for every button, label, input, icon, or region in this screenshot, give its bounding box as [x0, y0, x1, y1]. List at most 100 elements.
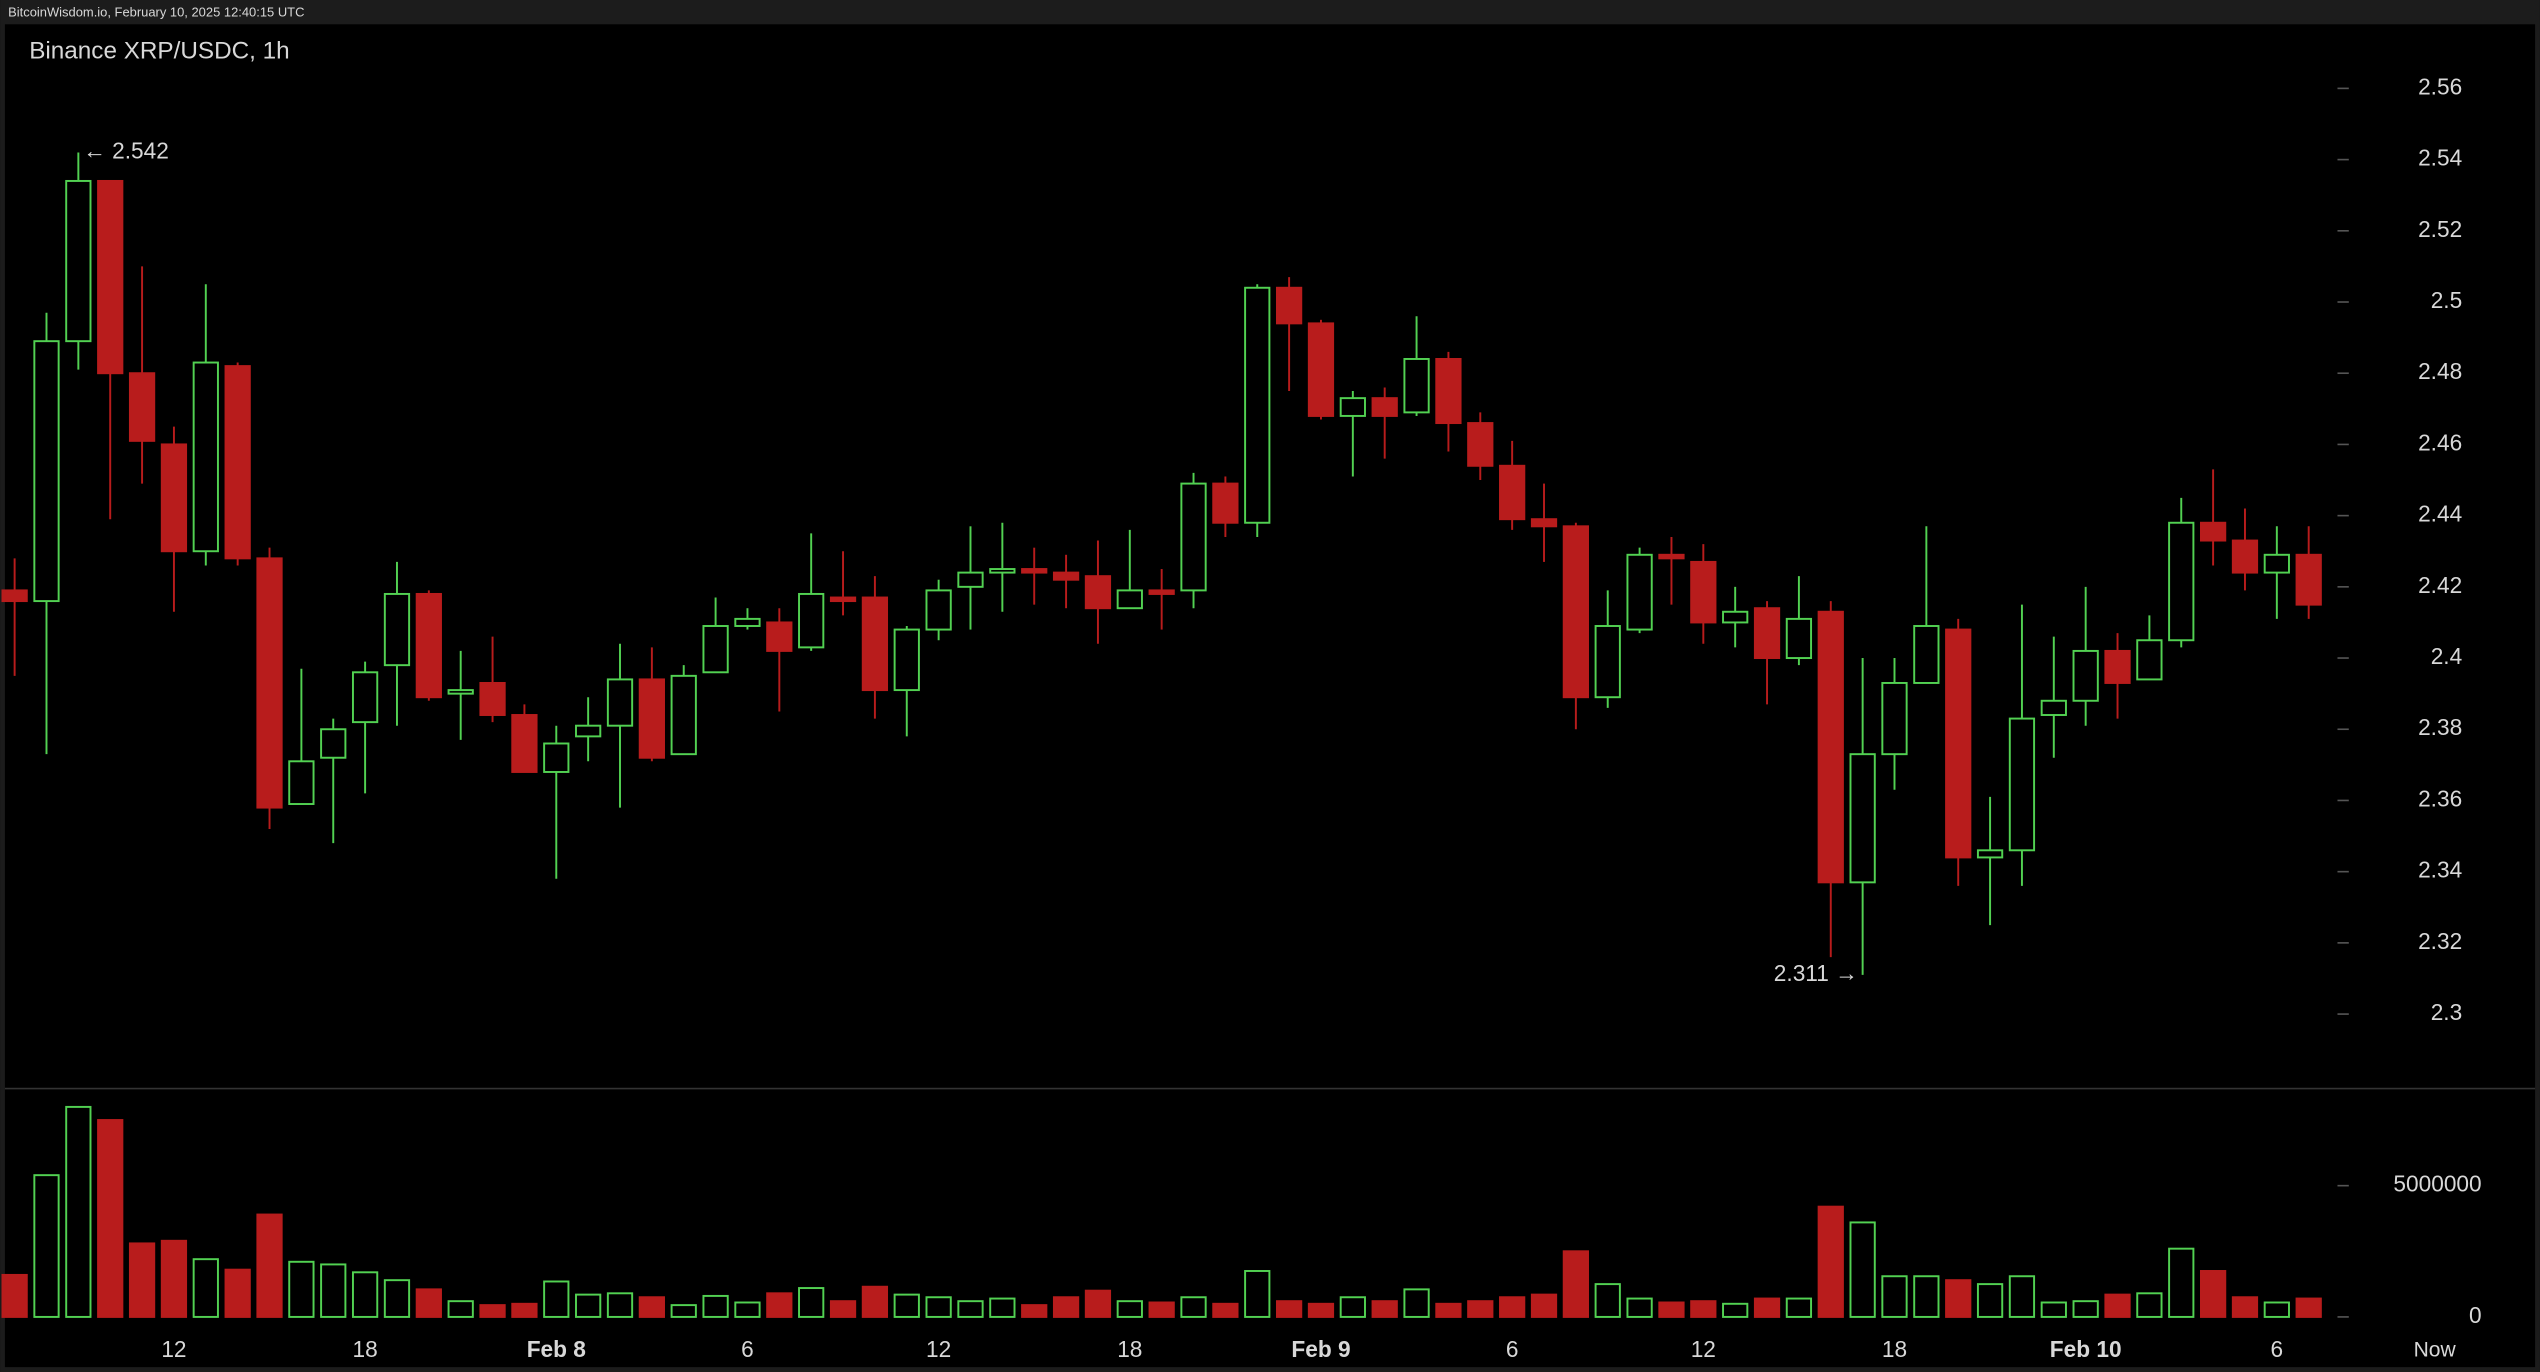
- candle-body: [383, 592, 411, 667]
- candle-body: [192, 361, 219, 553]
- volume-bar: [575, 1293, 602, 1318]
- volume-bar: [2072, 1300, 2099, 1318]
- volume-bar: [320, 1263, 347, 1318]
- volume-bar: [2104, 1293, 2131, 1318]
- volume-bar: [2136, 1292, 2163, 1318]
- volume-bar: [256, 1213, 283, 1318]
- volume-bar: [766, 1292, 793, 1318]
- volume-bar: [798, 1287, 825, 1318]
- candle-body: [670, 674, 697, 756]
- volume-bar: [1658, 1301, 1685, 1318]
- volume-bar: [128, 1242, 156, 1318]
- candle-body: [575, 724, 602, 738]
- volume-bar: [543, 1280, 570, 1318]
- volume-bar: [1499, 1296, 1526, 1318]
- candle-body: [1467, 422, 1494, 467]
- candle-body: [1180, 482, 1207, 592]
- candle-body: [1753, 607, 1781, 660]
- candle-body: [447, 689, 474, 695]
- x-tick-label: 12: [161, 1336, 186, 1362]
- volume-tick-label: 0: [2469, 1302, 2482, 1328]
- y-tick-label: 2.3: [2431, 999, 2462, 1025]
- x-tick-label: 18: [1117, 1336, 1142, 1362]
- candle-body: [2008, 717, 2036, 852]
- volume-bar: [1, 1273, 28, 1318]
- candle-body: [1976, 849, 2004, 859]
- candle-body: [1, 589, 28, 603]
- volume-bar: [1212, 1302, 1239, 1318]
- volume-bar: [1371, 1300, 1398, 1318]
- candle-body: [702, 625, 729, 674]
- y-tick-label: 2.34: [2418, 857, 2462, 883]
- volume-bar: [925, 1296, 952, 1318]
- annotation: ← 2.542: [83, 137, 169, 163]
- volume-bar: [1881, 1275, 1908, 1318]
- candle-body: [1021, 568, 1048, 574]
- volume-bar: [1562, 1250, 1589, 1318]
- candle-body: [288, 760, 315, 805]
- volume-bar: [861, 1285, 889, 1318]
- y-tick-label: 2.54: [2418, 145, 2462, 171]
- x-tick-label: Feb 8: [527, 1336, 586, 1362]
- volume-bar: [192, 1258, 219, 1318]
- y-tick-label: 2.52: [2418, 216, 2462, 242]
- candle-body: [2295, 553, 2322, 606]
- y-tick-label: 2.38: [2418, 714, 2462, 740]
- volume-bar: [1435, 1302, 1462, 1318]
- candle-body: [1785, 617, 1813, 660]
- volume-bar: [1339, 1296, 1366, 1318]
- candle-body: [160, 443, 188, 553]
- candle-body: [1275, 286, 1303, 325]
- volume-bar: [734, 1301, 761, 1318]
- candle-body: [1148, 589, 1175, 595]
- x-tick-label: 6: [2271, 1336, 2284, 1362]
- volume-bar: [638, 1296, 665, 1318]
- volume-bar: [957, 1300, 984, 1318]
- candle-body: [957, 571, 984, 588]
- candle-body: [33, 340, 60, 603]
- y-tick-label: 2.4: [2431, 643, 2462, 669]
- volume-bar: [1084, 1289, 1112, 1318]
- candle-body: [1690, 560, 1717, 624]
- volume-bar: [606, 1292, 634, 1318]
- candle-body: [829, 596, 857, 603]
- volume-bar: [2008, 1275, 2036, 1318]
- volume-bar: [2168, 1247, 2195, 1318]
- candle-body: [1116, 589, 1143, 610]
- volume-bar: [288, 1260, 315, 1318]
- chart-title: Binance XRP/USDC, 1h: [29, 37, 289, 64]
- candle-body: [1562, 525, 1589, 699]
- volume-bar: [383, 1279, 411, 1318]
- volume-bar: [989, 1297, 1016, 1318]
- candle-body: [543, 742, 570, 773]
- volume-bar: [1849, 1221, 1876, 1318]
- volume-bar: [893, 1293, 920, 1318]
- volume-bar: [1976, 1283, 2004, 1318]
- volume-bar: [160, 1239, 188, 1318]
- x-tick-label: Feb 10: [2050, 1336, 2122, 1362]
- x-tick-label: 6: [741, 1336, 754, 1362]
- plot-background: [4, 24, 2536, 1368]
- volume-bar: [1753, 1297, 1781, 1318]
- volume-bar: [1244, 1270, 1271, 1318]
- x-tick-label: 12: [1691, 1336, 1716, 1362]
- y-tick-label: 2.36: [2418, 785, 2462, 811]
- candle-body: [224, 365, 251, 560]
- x-tick-label: 18: [1882, 1336, 1907, 1362]
- candle-body: [1084, 575, 1112, 610]
- volume-bar: [1594, 1283, 1621, 1318]
- volume-tick-label: 5000000: [2393, 1171, 2481, 1197]
- volume-bar: [1945, 1279, 1972, 1318]
- x-tick-label: 6: [1506, 1336, 1519, 1362]
- volume-bar: [1148, 1301, 1175, 1318]
- volume-bar: [1467, 1300, 1494, 1318]
- y-tick-label: 2.48: [2418, 358, 2462, 384]
- candle-body: [2040, 699, 2067, 716]
- candle-body: [415, 592, 442, 699]
- volume-bar: [1626, 1297, 1653, 1318]
- candle-body: [1499, 464, 1526, 521]
- candle-body: [1594, 625, 1621, 699]
- candle-body: [798, 592, 825, 649]
- volume-bar: [702, 1294, 729, 1318]
- header: BitcoinWisdom.io, February 10, 2025 12:4…: [8, 4, 304, 19]
